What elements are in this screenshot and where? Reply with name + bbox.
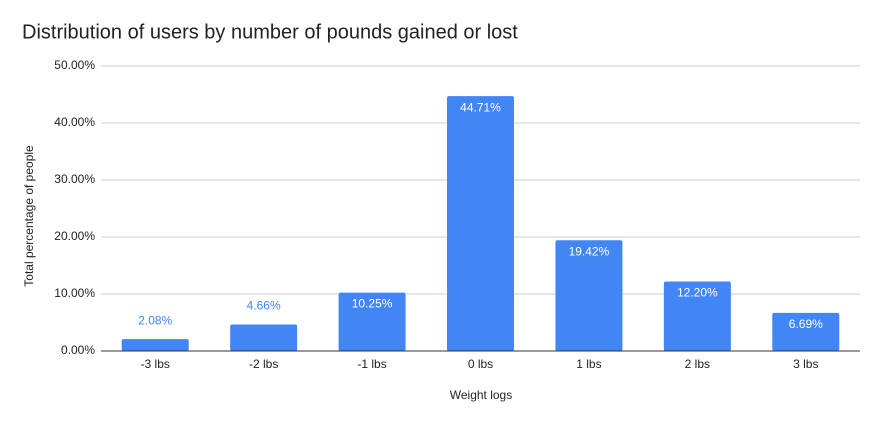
- bar: [772, 312, 840, 351]
- x-tick-label: -1 lbs: [357, 357, 386, 371]
- bar: [121, 339, 189, 351]
- x-tick-label: 2 lbs: [685, 357, 710, 371]
- bar: [230, 324, 298, 351]
- data-label: 2.08%: [138, 313, 172, 327]
- data-label: 19.42%: [569, 244, 610, 258]
- x-tick-label: -2 lbs: [249, 357, 278, 371]
- bar: [663, 281, 731, 351]
- data-label: 4.66%: [247, 299, 281, 313]
- x-tick-label: 1 lbs: [576, 357, 601, 371]
- data-label: 10.25%: [352, 297, 393, 311]
- y-tick-label: 40.00%: [54, 115, 95, 129]
- y-tick-label: 50.00%: [54, 58, 95, 72]
- bar: [338, 292, 406, 351]
- y-tick-label: 30.00%: [54, 172, 95, 186]
- x-tick-label: 3 lbs: [793, 357, 818, 371]
- x-tick-label: -3 lbs: [141, 357, 170, 371]
- x-axis-title: Weight logs: [450, 388, 512, 402]
- chart-title: Distribution of users by number of pound…: [22, 21, 518, 43]
- bar: [447, 96, 514, 351]
- y-tick-label: 0.00%: [61, 343, 95, 357]
- bar: [555, 240, 623, 351]
- y-tick-label: 20.00%: [54, 229, 95, 243]
- y-axis-title: Total percentage of people: [22, 145, 36, 287]
- y-tick-label: 10.00%: [54, 286, 95, 300]
- data-label: 44.71%: [460, 100, 501, 114]
- data-label: 12.20%: [677, 286, 718, 300]
- x-tick-label: 0 lbs: [468, 357, 493, 371]
- data-label: 6.69%: [789, 317, 823, 331]
